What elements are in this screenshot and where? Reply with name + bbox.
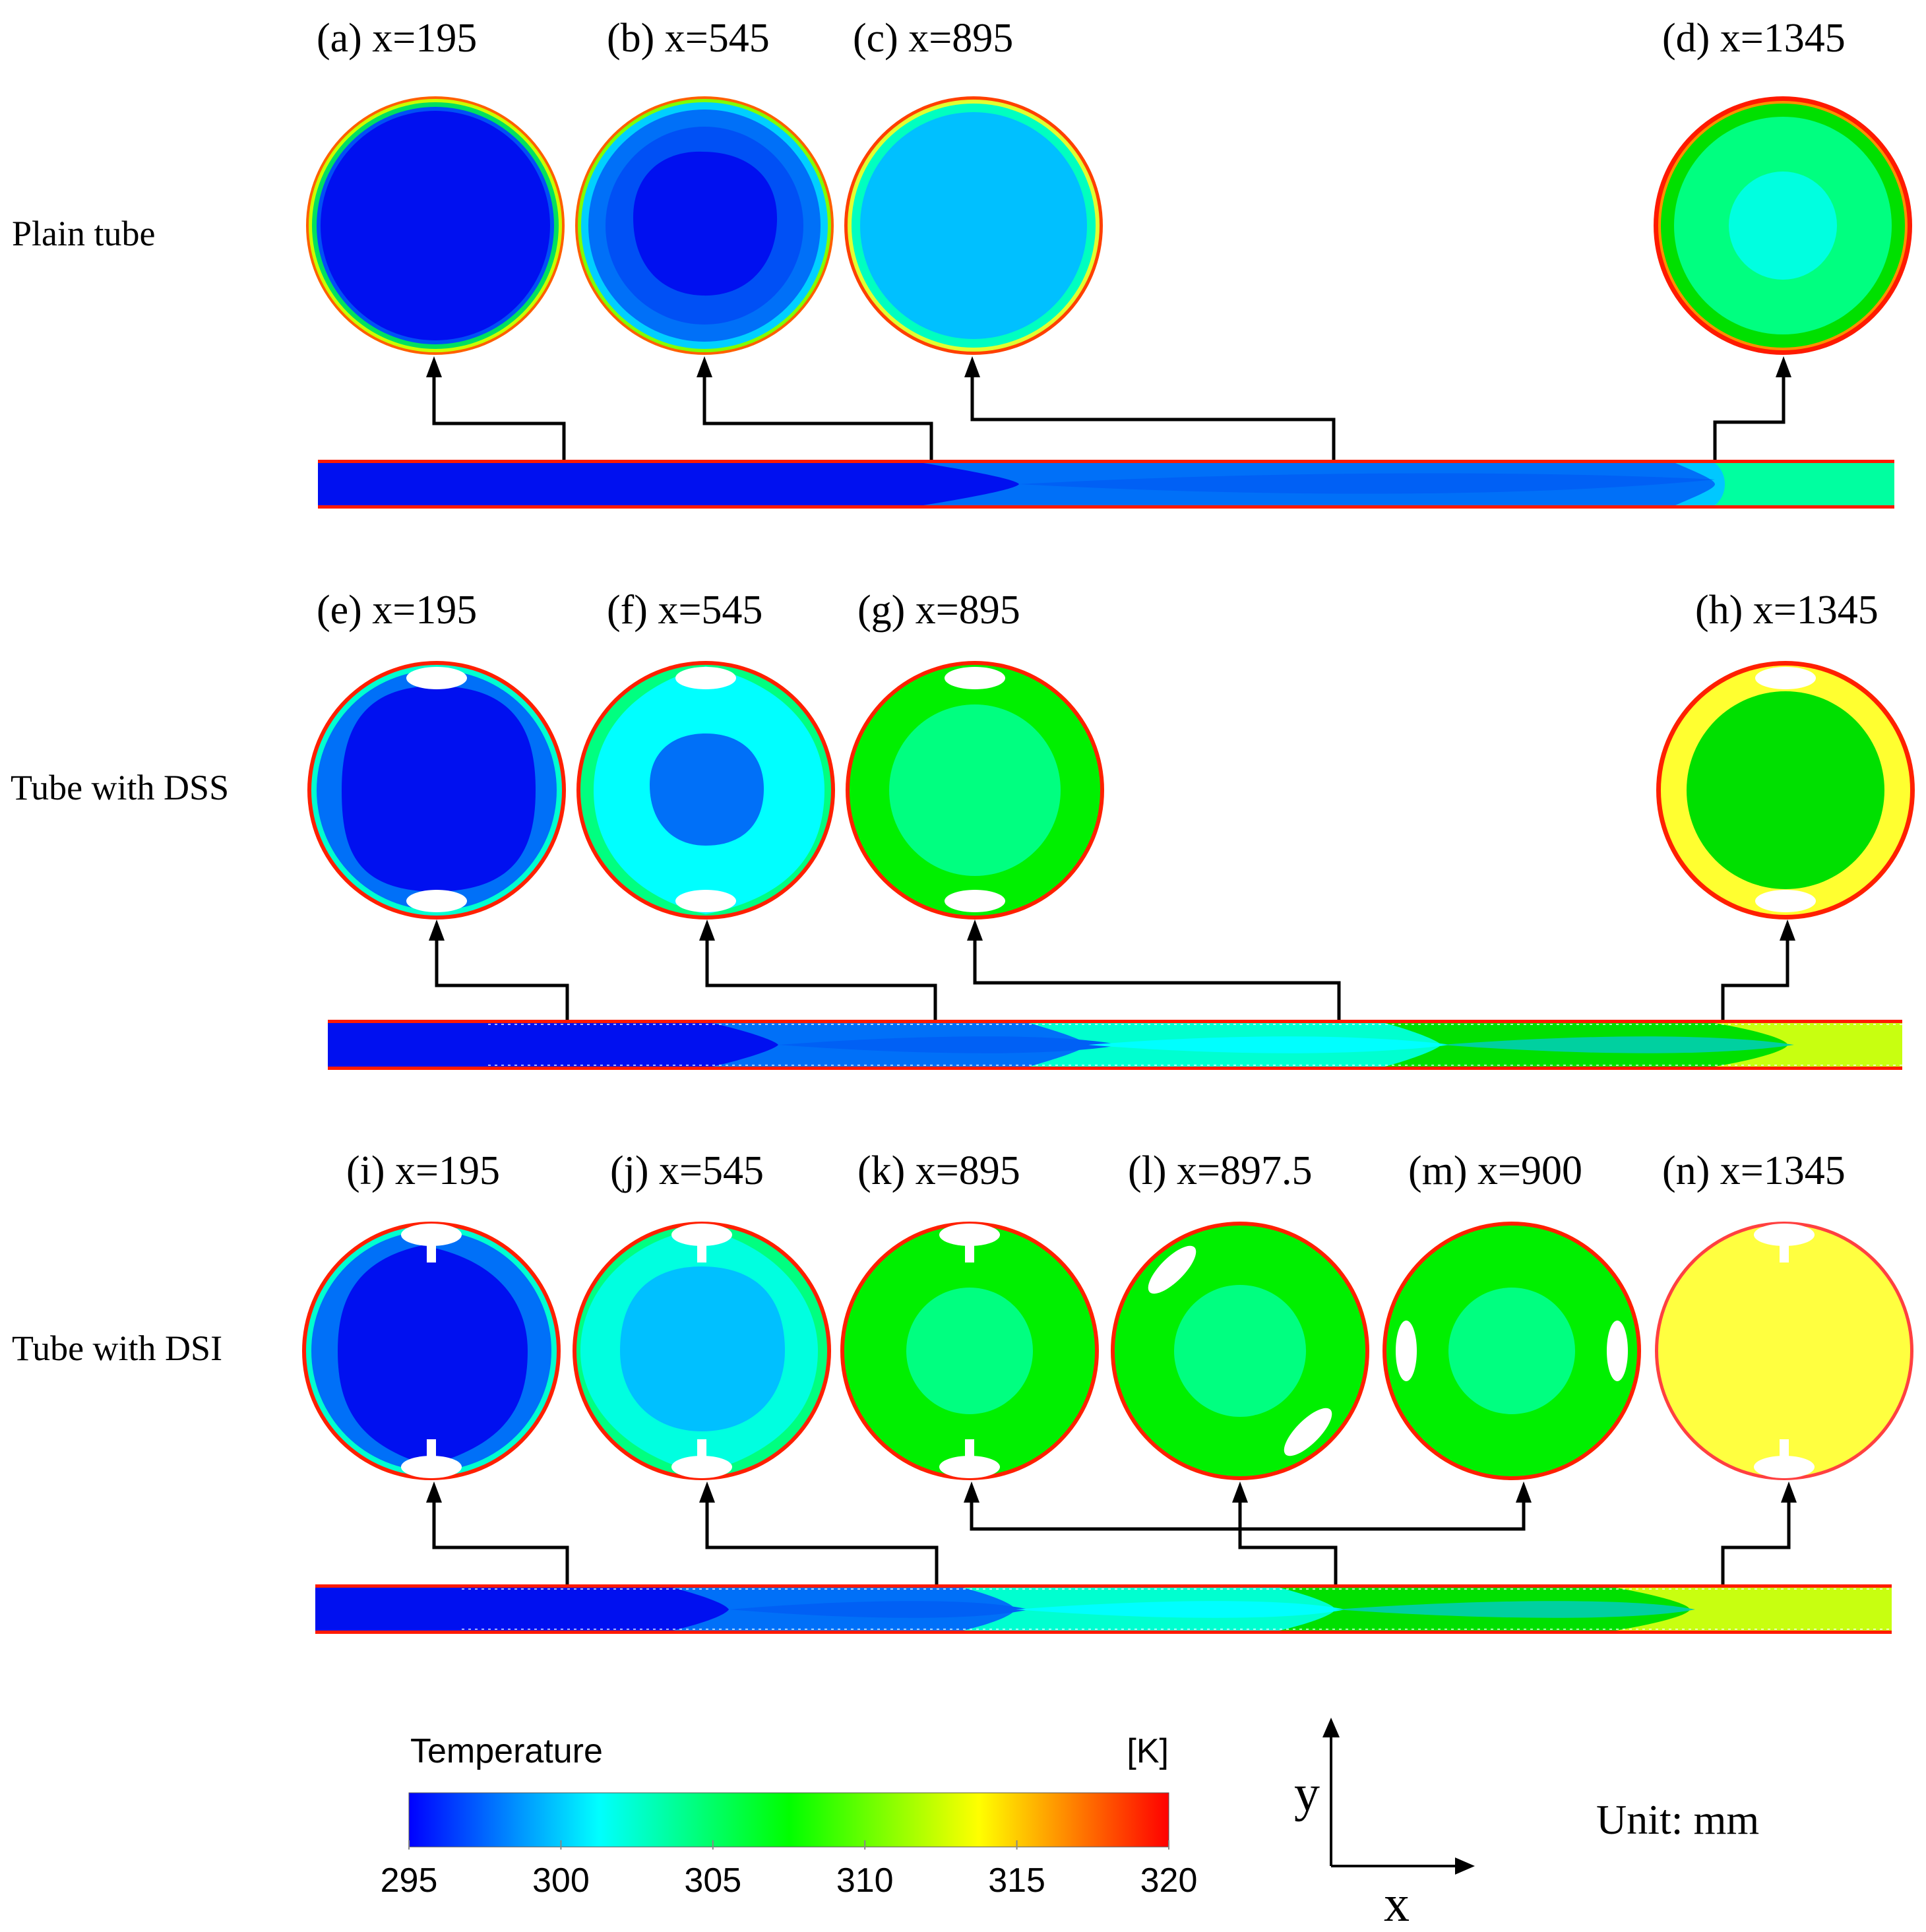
connectors-row-3 [432, 1491, 1791, 1586]
cross-section-j [573, 1222, 831, 1480]
colorbar-tick-label: 320 [1140, 1861, 1198, 1900]
connector-j [705, 1491, 939, 1586]
cross-section-b [575, 96, 834, 355]
connector-f [705, 929, 937, 1021]
caption-a: (a) x=195 [317, 16, 477, 61]
row-dsi: Tube with DSI (i) x=195 (j) x=545 (k) x=… [12, 1148, 1913, 1634]
caption-m: (m) x=900 [1408, 1148, 1582, 1193]
x-axis-arrowhead [1455, 1857, 1475, 1875]
insert-top-h [1755, 667, 1816, 689]
arrowhead-n [1781, 1481, 1797, 1503]
insert-bottom-g [945, 890, 1005, 912]
colorbar-unit: [K] [1127, 1732, 1169, 1770]
insert-bottom-e [406, 890, 467, 912]
longitudinal-plain-tube [318, 460, 1894, 509]
colorbar-tick-label: 300 [532, 1861, 590, 1900]
axis-indicator: y x [1294, 1718, 1475, 1932]
cross-section-f [576, 661, 835, 919]
colorbar-ticks: 295 300 305 310 315 320 [381, 1840, 1198, 1900]
cross-section-h [1656, 661, 1915, 919]
caption-d: (d) x=1345 [1662, 16, 1846, 61]
cross-section-d [1654, 96, 1912, 355]
row-label-plain-tube: Plain tube [12, 214, 155, 253]
insert-top-e [406, 667, 467, 689]
cross-section-n [1655, 1222, 1913, 1480]
cross-section-m [1382, 1222, 1641, 1480]
connector-e [435, 929, 569, 1021]
arrowhead-m [1516, 1481, 1532, 1503]
caption-n: (n) x=1345 [1662, 1148, 1846, 1193]
cross-section-i [302, 1222, 561, 1480]
colorbar-tick-label: 295 [381, 1861, 438, 1900]
y-axis-label: y [1294, 1764, 1320, 1822]
colorbar-ramp [408, 1792, 1169, 1848]
unit-note: Unit: mm [1596, 1796, 1759, 1843]
caption-h: (h) x=1345 [1695, 588, 1879, 633]
arrowhead-c [964, 356, 980, 377]
caption-l: (l) x=897.5 [1128, 1148, 1312, 1193]
cross-section-g [846, 661, 1104, 919]
connector-h [1721, 929, 1789, 1021]
arrowhead-i [426, 1481, 442, 1503]
cross-section-c [844, 96, 1103, 355]
arrowhead-k [964, 1481, 979, 1503]
arrowhead-a [426, 356, 442, 377]
row-dss: Tube with DSS (e) x=195 (f) x=545 (g) x=… [11, 588, 1915, 1070]
caption-f: (f) x=545 [607, 588, 762, 633]
arrowheads-row-1 [426, 356, 1791, 377]
row-plain-tube: Plain tube (a) x=195 (b) x=545 (c) x=895… [12, 16, 1912, 509]
connector-n [1721, 1491, 1791, 1586]
longitudinal-dss-tube [328, 1020, 1902, 1070]
arrowheads-row-2 [429, 919, 1795, 941]
cross-section-l [1111, 1222, 1369, 1480]
arrowhead-l [1232, 1481, 1248, 1503]
insert-top-g [945, 667, 1005, 689]
cross-section-e [307, 661, 566, 919]
connector-c [970, 366, 1336, 460]
caption-j: (j) x=545 [610, 1148, 764, 1193]
row-label-dss: Tube with DSS [11, 768, 229, 807]
connector-b [702, 366, 933, 460]
arrowhead-h [1780, 919, 1795, 941]
row-label-dsi: Tube with DSI [12, 1328, 222, 1368]
y-axis-arrowhead [1322, 1718, 1340, 1737]
caption-g: (g) x=895 [857, 588, 1020, 633]
connectors-row-1 [432, 366, 1786, 460]
x-axis-label: x [1384, 1875, 1410, 1932]
caption-c: (c) x=895 [853, 16, 1013, 61]
caption-k: (k) x=895 [857, 1148, 1020, 1193]
connector-d [1713, 366, 1786, 460]
insert-bottom-h [1755, 890, 1816, 912]
colorbar-tick-label: 305 [684, 1861, 741, 1900]
colorbar-tick-label: 315 [988, 1861, 1045, 1900]
colorbar-title: Temperature [410, 1732, 603, 1770]
caption-i: (i) x=195 [346, 1148, 500, 1193]
insert-bottom-f [675, 890, 736, 912]
connector-a [432, 366, 566, 460]
caption-b: (b) x=545 [607, 16, 770, 61]
caption-e: (e) x=195 [317, 588, 477, 633]
longitudinal-dsi-tube [315, 1584, 1892, 1634]
arrowhead-d [1776, 356, 1791, 377]
connector-g [973, 929, 1341, 1021]
arrowheads-row-3 [426, 1481, 1797, 1503]
arrowhead-b [697, 356, 712, 377]
arrowhead-g [967, 919, 983, 941]
arrowhead-f [699, 919, 715, 941]
colorbar-tick-label: 310 [836, 1861, 894, 1900]
colorbar: Temperature [K] 295 300 305 310 315 320 [381, 1732, 1198, 1900]
connector-k-m [970, 1491, 1526, 1531]
connectors-row-2 [435, 929, 1789, 1021]
insert-top-f [675, 667, 736, 689]
cross-section-k [840, 1222, 1099, 1480]
connector-l [1238, 1491, 1338, 1586]
connector-i [432, 1491, 569, 1586]
cross-section-a [306, 96, 565, 355]
arrowhead-j [699, 1481, 715, 1503]
arrowhead-e [429, 919, 445, 941]
